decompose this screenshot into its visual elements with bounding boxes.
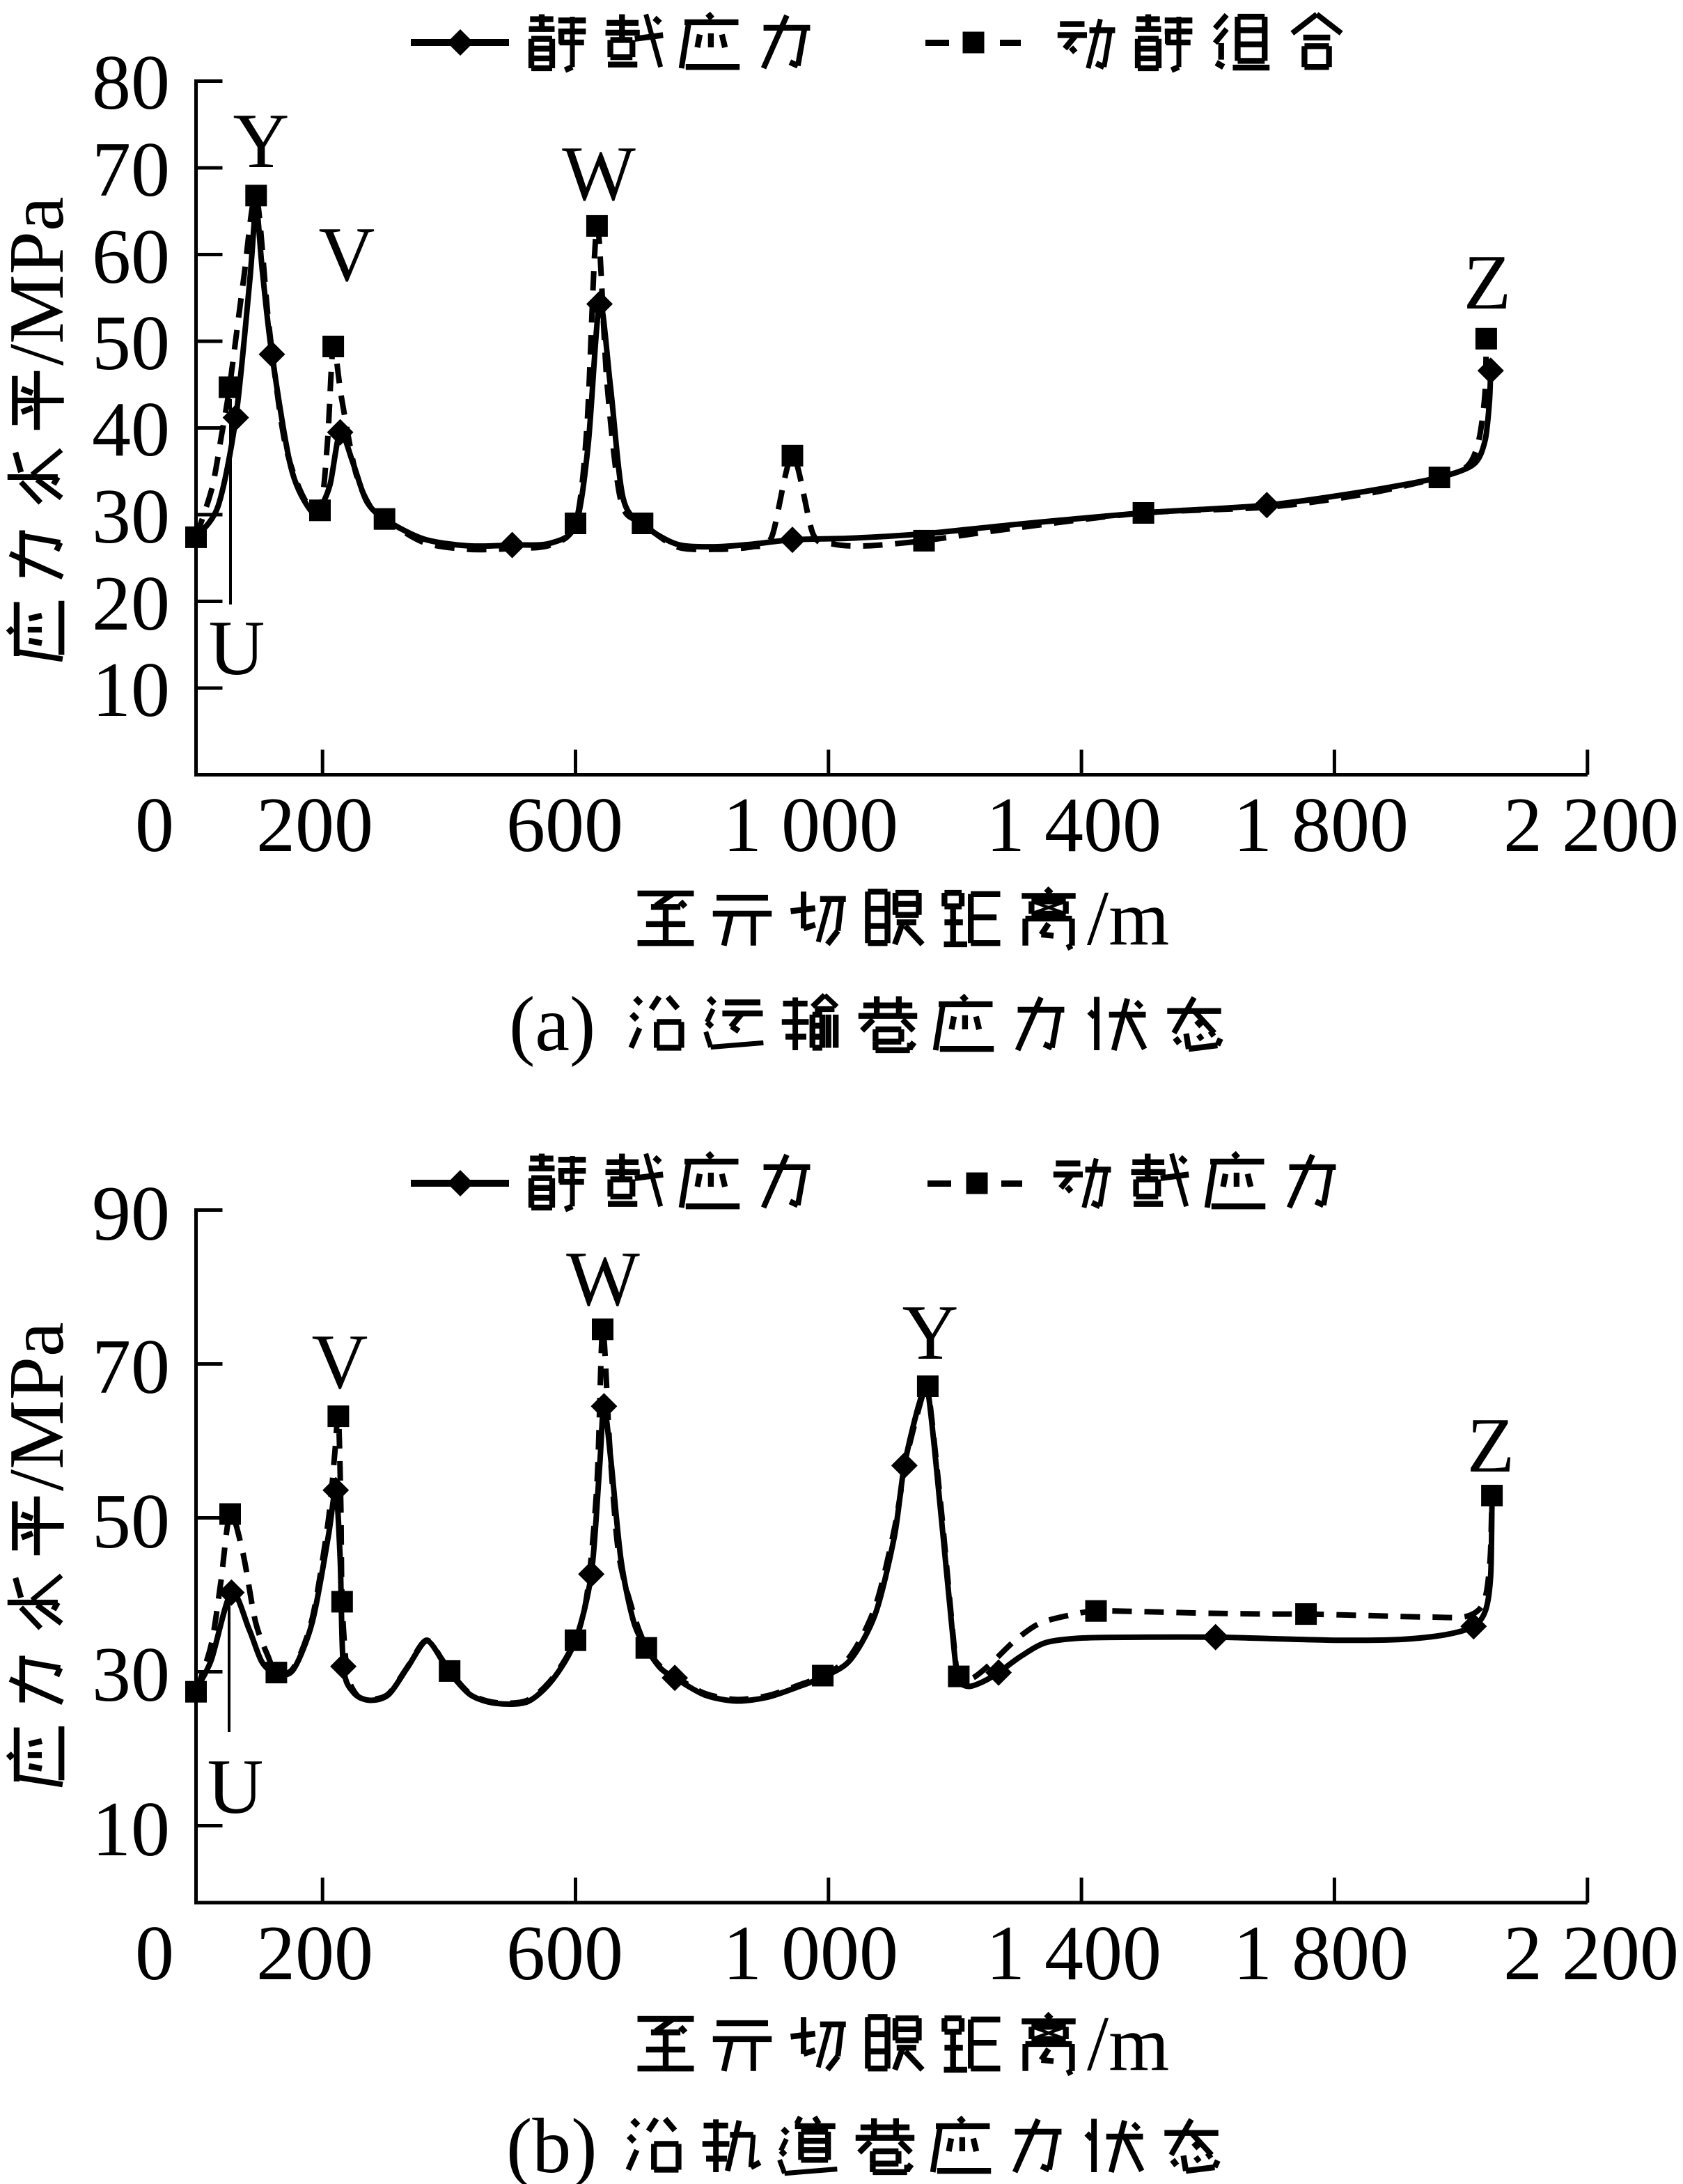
svg-text:70: 70 <box>92 127 170 213</box>
svg-text:1 800: 1 800 <box>1233 782 1409 868</box>
svg-text:0: 0 <box>135 782 174 868</box>
svg-text:1 000: 1 000 <box>723 782 898 868</box>
svg-text:50: 50 <box>92 300 170 387</box>
svg-text:200: 200 <box>256 782 373 868</box>
svg-text:30: 30 <box>92 1632 170 1718</box>
svg-text:1 400: 1 400 <box>986 1910 1161 1997</box>
svg-text:W: W <box>566 1236 640 1323</box>
svg-text:(b): (b) <box>506 2103 597 2184</box>
svg-text:90: 90 <box>92 1171 170 1257</box>
svg-text:200: 200 <box>256 1910 373 1997</box>
svg-text:/MPa: /MPa <box>0 1322 80 1491</box>
svg-text:600: 600 <box>506 782 623 868</box>
svg-text:40: 40 <box>92 387 170 473</box>
svg-text:(a): (a) <box>509 981 595 1068</box>
svg-text:U: U <box>208 1744 264 1830</box>
svg-text:Y: Y <box>902 1290 959 1376</box>
svg-text:60: 60 <box>92 214 170 300</box>
svg-text:V: V <box>319 212 375 298</box>
svg-text:Y: Y <box>233 98 290 185</box>
svg-text:2 200: 2 200 <box>1503 1910 1679 1997</box>
svg-text:V: V <box>312 1319 368 1405</box>
svg-text:Z: Z <box>1464 240 1511 326</box>
svg-text:0: 0 <box>135 1910 174 1997</box>
svg-text:30: 30 <box>92 474 170 560</box>
svg-text:1 000: 1 000 <box>723 1910 898 1997</box>
svg-text:W: W <box>562 131 636 217</box>
svg-text:70: 70 <box>92 1324 170 1410</box>
svg-text:/MPa: /MPa <box>0 196 80 366</box>
svg-text:50: 50 <box>92 1479 170 1565</box>
svg-text:10: 10 <box>92 1786 170 1873</box>
svg-text:10: 10 <box>92 647 170 733</box>
svg-text:1 800: 1 800 <box>1233 1910 1409 1997</box>
svg-text:1 400: 1 400 <box>986 782 1161 868</box>
svg-text:600: 600 <box>506 1910 623 1997</box>
svg-text:80: 80 <box>92 40 170 126</box>
svg-text:20: 20 <box>92 561 170 647</box>
svg-text:2 200: 2 200 <box>1503 782 1679 868</box>
svg-text:U: U <box>209 605 265 692</box>
svg-text:Z: Z <box>1467 1403 1514 1489</box>
svg-text:/m: /m <box>1087 2001 1169 2087</box>
svg-text:/m: /m <box>1087 875 1169 962</box>
